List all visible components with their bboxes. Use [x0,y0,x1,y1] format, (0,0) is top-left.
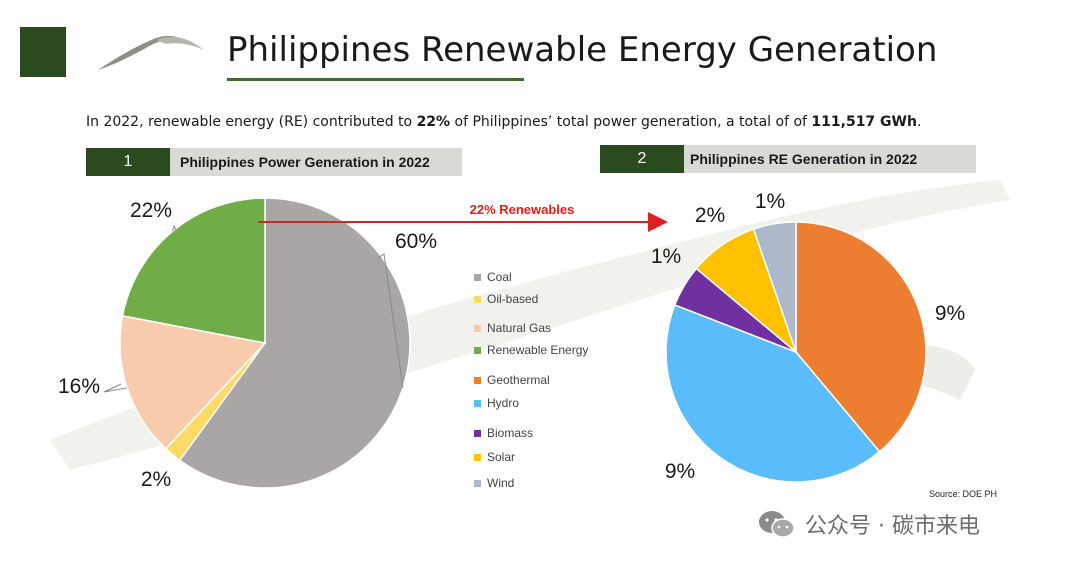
legend-label: Geothermal [487,373,550,387]
intro-suffix: . [916,114,922,130]
logo-square [20,27,66,77]
source-note: Source: DOE PH [929,489,998,499]
pie-data-label: 22% [130,199,172,222]
legend-swatch [474,453,481,461]
pie-data-label: 16% [58,375,100,398]
legend-item-oil-based: Oil-based [474,292,538,306]
pie-slice-hydro [665,303,881,483]
pie-data-label: 9% [665,460,695,483]
section-label-1: Philippines Power Generation in 2022 [180,154,430,170]
pie-slice-natural-gas [119,314,267,450]
pie-slice-wind [752,221,797,353]
legend-swatch [474,376,481,384]
renewables-arrow-label: 22% Renewables [470,202,575,217]
legend-swatch [474,429,481,437]
legend-label: Hydro [487,396,520,410]
legend-item-natural-gas: Natural Gas [474,321,551,335]
watermark: 公众号 · 碳市来电 [757,508,980,540]
legend-label: Oil-based [487,292,539,306]
legend-swatch [474,479,481,487]
section-number-2: 2 [600,145,684,173]
pie-leader-line [103,383,128,393]
watermark-text: 公众号 · 碳市来电 [805,514,980,539]
legend-label: Renewable Energy [487,343,589,357]
pie-slice-renewable-energy [121,197,266,344]
pie-leader-line [172,224,177,232]
legend-swatch [474,273,481,281]
legend-label: Solar [487,450,516,464]
pie-data-label: 60% [395,230,437,253]
legend-label: Natural Gas [487,321,552,335]
legend-label: Biomass [487,426,534,440]
pie-data-label: 2% [695,204,725,227]
legend-label: Wind [487,476,515,490]
legend-item-coal: Coal [474,270,512,284]
pie-data-label: 1% [755,190,785,213]
pie-chart-re-generation: 9% 9% 1% 2% 1% [651,190,965,483]
legend-label: Coal [487,270,512,284]
pie-data-label: 9% [935,302,965,325]
pie-chart-power-generation: 60% 2% 16% 22% [58,197,437,491]
legend-swatch [474,346,481,354]
pie-data-label: 2% [141,468,171,491]
legend-item-hydro: Hydro [474,396,519,410]
legend-item-biomass: Biomass [474,426,533,440]
legend-item-renewable-energy: Renewable Energy [474,343,588,357]
section-number-1: 1 [86,148,170,176]
pie-data-label: 1% [651,245,681,268]
pie-leader-line [377,253,404,388]
page-title: Philippines Renewable Energy Generation [227,30,938,70]
legend-swatch [474,399,481,407]
section-header-1: 1 Philippines Power Generation in 2022 [86,148,462,176]
mountain-logo [98,35,204,70]
section-header-2: 2 Philippines RE Generation in 2022 [600,145,976,173]
wechat-icon [759,511,795,538]
intro-prefix: In 2022, renewable energy (RE) contribut… [86,114,417,130]
legend-swatch [474,324,481,332]
intro-total: 111,517 GWh [811,114,917,130]
intro-middle: of Philippines’ total power generation, … [450,114,812,130]
title-underline [227,78,524,81]
legend-item-geothermal: Geothermal [474,373,550,387]
pie-slice-geothermal [795,221,927,453]
intro-share: 22% [416,114,451,130]
legend-item-solar: Solar [474,450,515,464]
section-label-2: Philippines RE Generation in 2022 [690,151,918,167]
intro-text: In 2022, renewable energy (RE) contribut… [86,114,921,130]
legend-item-wind: Wind [474,476,514,490]
legend-swatch [474,295,481,303]
